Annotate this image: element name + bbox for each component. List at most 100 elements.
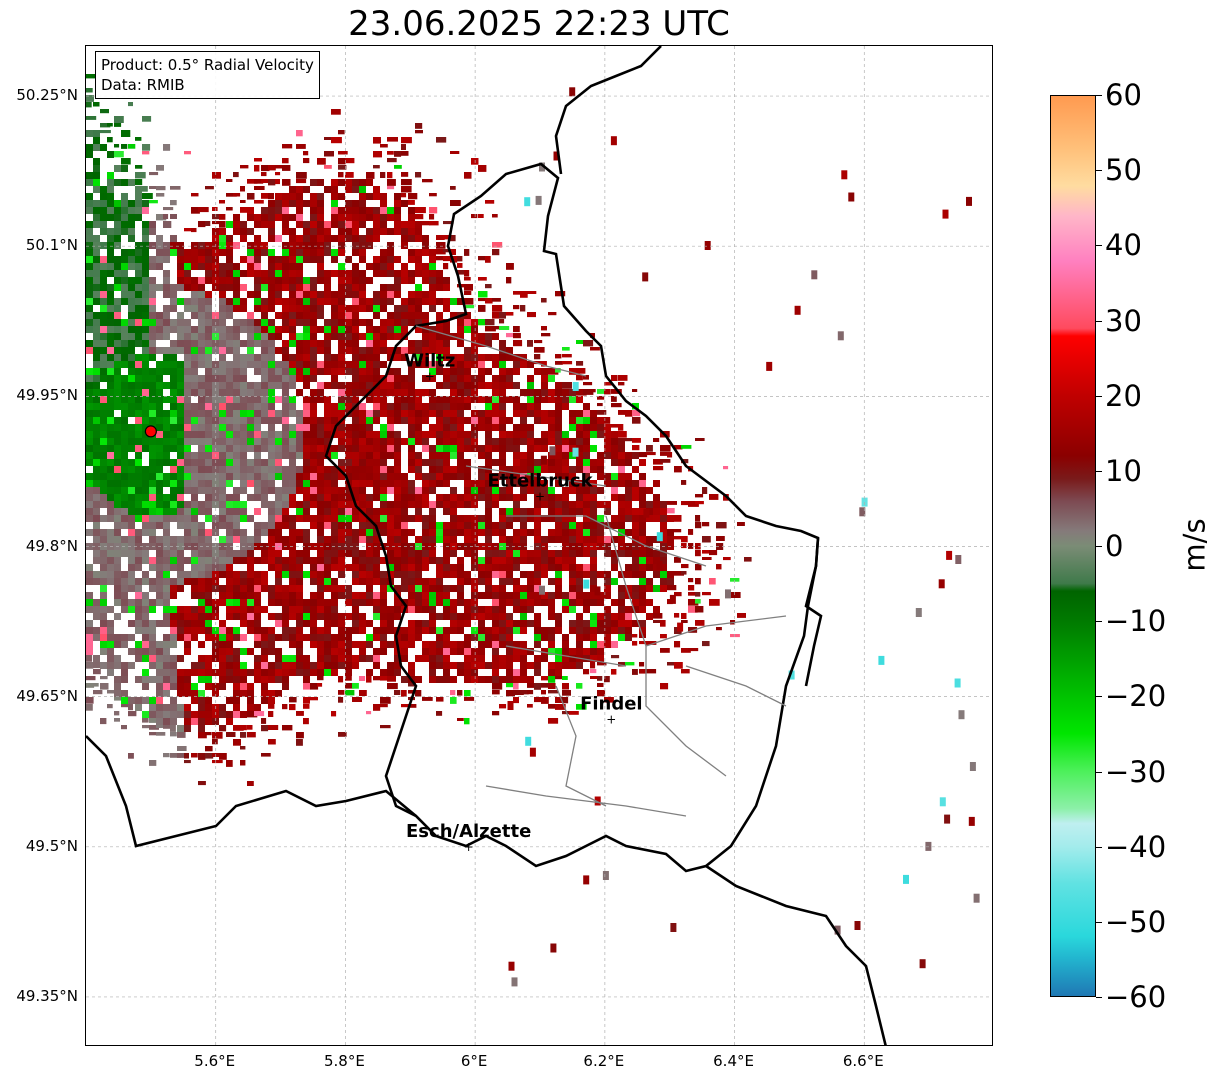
echo-cell xyxy=(464,396,471,403)
echo-cell xyxy=(464,375,471,382)
echo-cell xyxy=(331,487,338,494)
echo-cell xyxy=(345,585,352,592)
echo-cell xyxy=(135,599,142,606)
echo-cell xyxy=(93,655,100,662)
echo-cell xyxy=(282,606,289,613)
echo-cell xyxy=(520,543,527,550)
echo-cell xyxy=(415,494,422,501)
echo-cell xyxy=(114,207,121,214)
echo-cell xyxy=(184,249,191,256)
echo-cell xyxy=(562,389,569,396)
echo-cell xyxy=(408,424,415,431)
echo-cell xyxy=(394,319,401,326)
echo-cell xyxy=(478,452,485,459)
echo-cell xyxy=(387,606,394,613)
echo-cell xyxy=(457,284,466,288)
echo-cell xyxy=(471,592,478,599)
echo-cell xyxy=(219,473,226,480)
echo-cell xyxy=(534,354,541,360)
echo-cell xyxy=(968,816,975,826)
echo-cell xyxy=(443,221,454,225)
echo-cell xyxy=(142,417,149,424)
echo-cell xyxy=(233,655,240,662)
echo-cell xyxy=(387,627,394,634)
echo-cell xyxy=(191,340,198,347)
echo-cell xyxy=(212,641,219,648)
echo-cell xyxy=(128,536,135,543)
echo-cell xyxy=(338,676,344,683)
echo-cell xyxy=(352,508,359,515)
echo-cell xyxy=(618,494,625,501)
echo-cell xyxy=(653,438,660,442)
echo-cell xyxy=(128,515,135,522)
echo-cell xyxy=(688,529,694,535)
echo-cell xyxy=(513,599,520,606)
echo-cell xyxy=(408,620,415,627)
echo-cell xyxy=(450,235,456,242)
echo-cell xyxy=(324,515,331,522)
echo-cell xyxy=(534,669,541,676)
echo-cell xyxy=(142,186,148,192)
echo-cell xyxy=(562,501,569,508)
echo-cell xyxy=(639,452,648,458)
radar-map-canvas[interactable]: +Wiltz+Ettelbruck+Findel+Esch/Alzette xyxy=(86,46,993,1046)
echo-cell xyxy=(471,585,478,592)
echo-cell xyxy=(212,172,221,179)
echo-cell xyxy=(233,515,240,522)
echo-cell xyxy=(366,711,372,715)
echo-cell xyxy=(233,431,240,438)
echo-cell xyxy=(261,270,268,277)
echo-cell xyxy=(422,459,429,466)
echo-cell xyxy=(275,662,282,669)
echo-cell xyxy=(373,410,380,417)
echo-cell xyxy=(100,396,107,403)
echo-cell xyxy=(107,242,114,249)
echo-cell xyxy=(261,354,268,361)
echo-cell xyxy=(345,200,352,207)
echo-cell xyxy=(471,501,478,508)
echo-cell xyxy=(233,662,240,669)
echo-cell xyxy=(338,550,345,557)
echo-cell xyxy=(247,347,254,354)
echo-cell xyxy=(191,550,198,557)
echo-cell xyxy=(114,200,121,207)
echo-cell xyxy=(408,634,415,641)
echo-cell xyxy=(436,627,443,634)
echo-cell xyxy=(499,452,506,459)
echo-cell xyxy=(492,648,499,655)
echo-cell xyxy=(219,627,226,634)
echo-cell xyxy=(226,711,233,718)
radar-map-panel[interactable]: + Wiltz + Ettelbruck + Findel + Esch/Alzette xyxy=(85,45,993,1046)
echo-cell xyxy=(352,417,359,424)
echo-cell xyxy=(464,676,471,683)
echo-cell xyxy=(583,599,590,606)
echo-cell xyxy=(324,648,331,655)
echo-cell xyxy=(569,487,576,494)
echo-cell xyxy=(618,445,625,452)
echo-cell xyxy=(156,361,163,368)
echo-cell xyxy=(170,620,177,627)
echo-cell xyxy=(317,676,324,681)
radar-site-dot xyxy=(144,425,157,438)
echo-cell xyxy=(688,543,694,549)
echo-cell xyxy=(261,340,268,347)
echo-cell xyxy=(422,522,429,529)
echo-cell xyxy=(226,669,233,676)
echo-cell xyxy=(282,165,291,171)
echo-cell xyxy=(296,298,303,305)
echo-cell xyxy=(219,270,226,277)
echo-cell xyxy=(415,207,426,214)
echo-cell xyxy=(373,564,380,571)
echo-cell xyxy=(142,263,149,270)
echo-cell xyxy=(261,641,268,648)
echo-cell xyxy=(632,480,639,487)
echo-cell xyxy=(261,648,268,655)
echo-cell xyxy=(317,487,324,494)
echo-cell xyxy=(366,592,373,599)
echo-cell xyxy=(233,382,240,389)
echo-cell xyxy=(240,732,247,738)
echo-cell xyxy=(303,200,310,207)
echo-cell xyxy=(345,592,352,599)
echo-cell xyxy=(191,522,198,529)
echo-cell xyxy=(184,683,191,690)
